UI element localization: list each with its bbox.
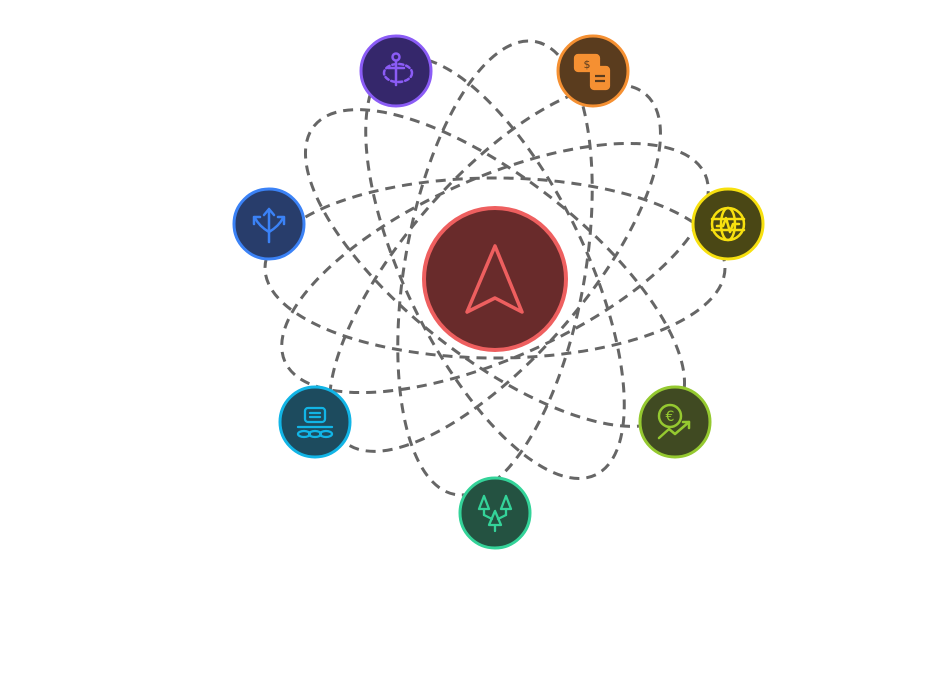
orbit-path <box>396 39 594 497</box>
node-stacked-coins[interactable] <box>278 385 352 459</box>
node-split-arrows[interactable] <box>232 187 306 261</box>
node-euro-growth[interactable]: € <box>638 385 712 459</box>
euro-growth-icon: € <box>657 403 691 440</box>
node-tree-network[interactable] <box>458 476 532 550</box>
node-money-calculator[interactable]: $ <box>556 34 630 108</box>
tree-network-icon <box>477 494 513 533</box>
center-hub <box>422 206 568 352</box>
navigation-arrow-icon <box>465 244 524 314</box>
svg-text:€: € <box>666 409 675 425</box>
money-calculator-icon: $ <box>573 53 611 91</box>
node-person-target[interactable] <box>359 34 433 108</box>
node-globe-chart[interactable] <box>691 187 765 261</box>
orbit-path <box>263 176 727 360</box>
person-target-icon <box>382 52 414 87</box>
globe-chart-icon <box>710 206 746 242</box>
stacked-coins-icon <box>296 406 334 439</box>
split-arrows-icon <box>252 207 286 244</box>
svg-text:$: $ <box>584 58 591 71</box>
orbit-path <box>280 141 710 395</box>
